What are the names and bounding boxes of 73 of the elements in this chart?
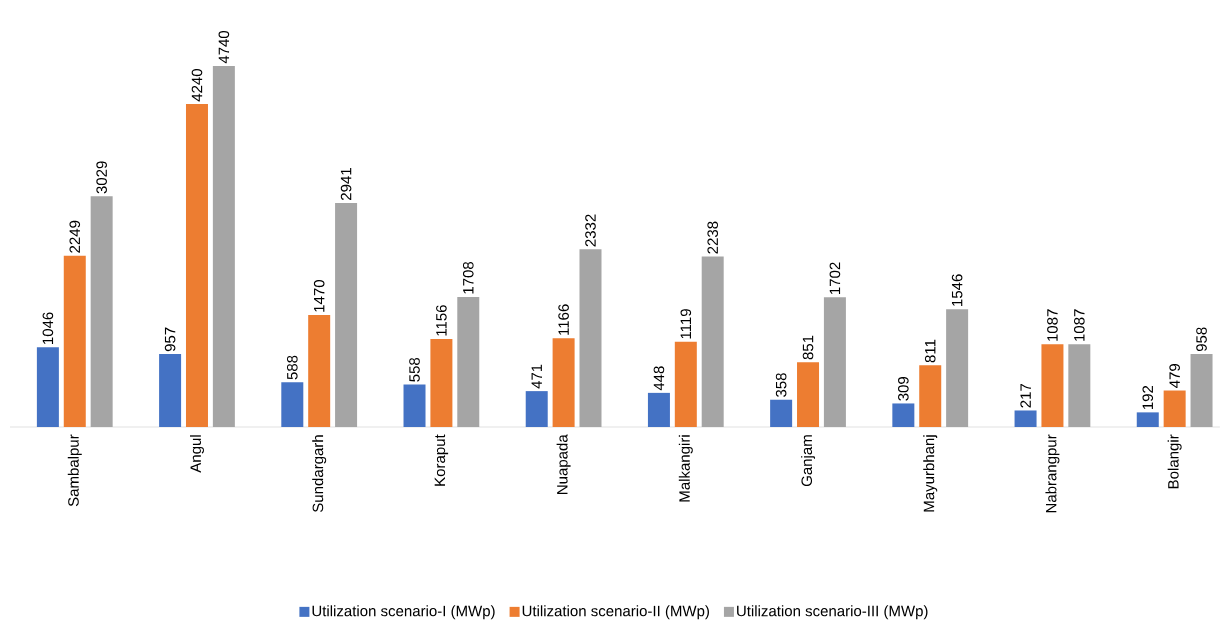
bar xyxy=(674,341,697,427)
data-label: 1156 xyxy=(436,305,447,336)
data-label: 1470 xyxy=(313,280,325,312)
bar xyxy=(946,309,969,427)
bar xyxy=(335,202,358,427)
bar xyxy=(1136,412,1159,427)
data-label: 217 xyxy=(1020,384,1031,408)
bar xyxy=(701,256,724,427)
x-tick-label: Sambalpur xyxy=(67,434,82,507)
data-label: 192 xyxy=(1142,385,1154,410)
data-label: 1546 xyxy=(951,274,963,306)
bar xyxy=(36,347,59,427)
bar xyxy=(63,255,86,427)
x-tick-label: Nuapada xyxy=(556,434,571,494)
data-label: 471 xyxy=(531,364,542,389)
data-label: 2941 xyxy=(340,168,352,200)
x-tick-label: Angul xyxy=(189,435,204,473)
data-label: 811 xyxy=(924,339,936,363)
bar xyxy=(90,196,113,427)
data-label: 309 xyxy=(898,376,909,401)
legend-label: Utilization scenario-II (MWp) xyxy=(522,605,709,620)
x-tick-label: Sundargarh xyxy=(312,435,327,513)
data-label: 588 xyxy=(287,355,298,380)
bar xyxy=(1014,410,1037,427)
x-tick-label: Koraput xyxy=(434,434,449,486)
bar xyxy=(281,382,304,427)
x-tick-label: Ganjam xyxy=(801,435,816,487)
bar xyxy=(647,392,670,427)
data-label: 448 xyxy=(653,366,665,391)
data-label: 1087 xyxy=(1074,309,1085,341)
x-tick-label: Nabrangpur xyxy=(1045,434,1060,513)
data-label: 1702 xyxy=(829,262,841,294)
data-label: 2332 xyxy=(585,214,596,247)
legend-label: Utilization scenario-I (MWp) xyxy=(312,605,495,620)
legend-label: Utilization scenario-III (MWp) xyxy=(737,605,928,620)
data-label: 1087 xyxy=(1047,309,1058,341)
bar xyxy=(430,338,453,427)
data-label: 479 xyxy=(1169,364,1180,388)
bar xyxy=(1190,354,1213,427)
data-label: 358 xyxy=(775,373,787,397)
data-label: 3029 xyxy=(96,161,107,194)
bar xyxy=(552,338,575,427)
bar xyxy=(892,403,915,427)
bar xyxy=(797,362,820,427)
bar xyxy=(308,315,331,427)
x-tick-label: Mayurbhanj xyxy=(923,435,938,512)
x-tick-label: Bolangir xyxy=(1167,434,1182,489)
bar xyxy=(823,297,846,427)
data-label: 558 xyxy=(409,357,420,382)
data-label: 1166 xyxy=(558,304,569,335)
data-label: 2238 xyxy=(707,221,718,254)
data-label: 851 xyxy=(802,335,814,360)
bar xyxy=(1041,344,1064,427)
bar xyxy=(185,103,208,427)
data-label: 957 xyxy=(164,327,176,352)
data-label: 1708 xyxy=(462,261,474,294)
bar xyxy=(919,365,942,427)
data-label: 1046 xyxy=(42,312,54,344)
bar xyxy=(403,384,426,427)
bar xyxy=(1163,390,1186,427)
data-label: 1119 xyxy=(680,309,692,339)
bar xyxy=(525,391,548,427)
data-label: 958 xyxy=(1196,327,1207,352)
bar xyxy=(159,354,182,427)
bar xyxy=(579,249,602,427)
bar xyxy=(212,65,235,427)
data-label: 4740 xyxy=(218,30,230,64)
data-label: 4240 xyxy=(191,69,203,102)
x-tick-label: Malkangiri xyxy=(678,435,693,502)
bar xyxy=(457,296,480,427)
data-label: 2249 xyxy=(69,220,81,253)
bar xyxy=(770,399,793,427)
bar xyxy=(1068,344,1091,427)
